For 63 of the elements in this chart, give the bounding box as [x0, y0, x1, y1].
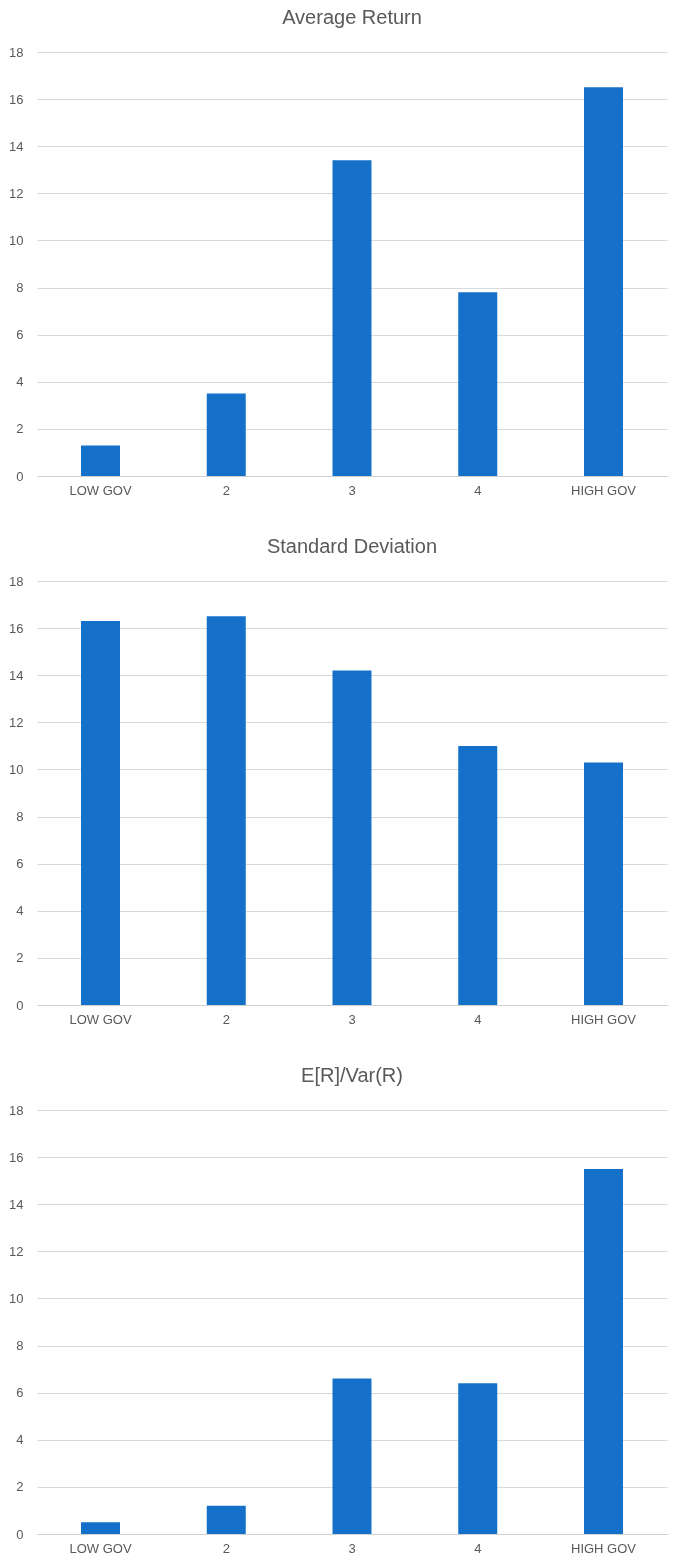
bar [81, 621, 120, 1005]
x-tick-label: 3 [348, 1540, 356, 1556]
bar [332, 160, 372, 476]
chart-title: E[R]/Var(R) [301, 1064, 403, 1086]
y-tick-label: 4 [16, 1432, 24, 1448]
y-tick-label: 6 [16, 1385, 24, 1401]
x-tick-label: 4 [474, 1011, 482, 1027]
y-tick-label: 0 [16, 997, 24, 1013]
bar [584, 87, 623, 476]
y-tick-label: 8 [16, 1338, 24, 1354]
bar [81, 1522, 120, 1534]
x-tick-label: 3 [348, 1011, 356, 1027]
y-tick-label: 0 [16, 468, 24, 484]
x-tick-label: 2 [222, 482, 230, 498]
y-tick-label: 16 [9, 620, 24, 636]
x-tick-label: 4 [474, 1540, 482, 1556]
x-tick-label: 3 [348, 482, 356, 498]
y-tick-label: 14 [9, 667, 24, 683]
y-tick-label: 2 [16, 421, 24, 437]
bar [332, 670, 372, 1005]
y-tick-label: 14 [9, 138, 24, 154]
bar [584, 762, 623, 1005]
y-tick-label: 12 [9, 185, 24, 201]
x-tick-label: 4 [474, 482, 482, 498]
y-tick-label: 10 [9, 1290, 24, 1306]
y-tick-label: 6 [16, 856, 24, 872]
y-tick-label: 2 [16, 950, 24, 966]
y-tick-label: 4 [16, 903, 24, 919]
bar [458, 745, 498, 1005]
chart-title: Standard Deviation [266, 535, 438, 557]
y-tick-label: 16 [9, 1149, 24, 1165]
bar [206, 616, 246, 1005]
y-tick-label: 10 [9, 761, 24, 777]
y-tick-label: 10 [9, 232, 24, 248]
y-tick-label: 18 [9, 44, 24, 60]
x-tick-label: 2 [222, 1011, 230, 1027]
y-tick-label: 4 [16, 374, 24, 390]
y-tick-label: 0 [16, 1526, 24, 1542]
y-tick-label: 12 [9, 1243, 24, 1259]
x-tick-label: HIGH GOV [570, 1011, 637, 1027]
y-tick-label: 8 [16, 809, 24, 825]
x-tick-label: LOW GOV [69, 482, 132, 498]
bar [206, 393, 246, 476]
y-tick-label: 16 [9, 91, 24, 107]
y-tick-label: 14 [9, 1196, 24, 1212]
y-tick-label: 12 [9, 714, 24, 730]
x-tick-label: LOW GOV [69, 1011, 132, 1027]
chart-title: Average Return [282, 6, 422, 28]
y-tick-label: 2 [16, 1479, 24, 1495]
bar [458, 292, 498, 476]
y-tick-label: 8 [16, 280, 24, 296]
y-tick-label: 18 [9, 1102, 24, 1118]
bar [81, 445, 120, 476]
bar [332, 1378, 372, 1534]
x-tick-label: HIGH GOV [570, 1540, 637, 1556]
y-tick-label: 18 [9, 573, 24, 589]
x-tick-label: 2 [222, 1540, 230, 1556]
y-tick-label: 6 [16, 327, 24, 343]
bar [206, 1505, 246, 1534]
bar [458, 1383, 498, 1534]
x-tick-label: HIGH GOV [570, 482, 637, 498]
x-tick-label: LOW GOV [69, 1540, 132, 1556]
bar [584, 1168, 623, 1534]
